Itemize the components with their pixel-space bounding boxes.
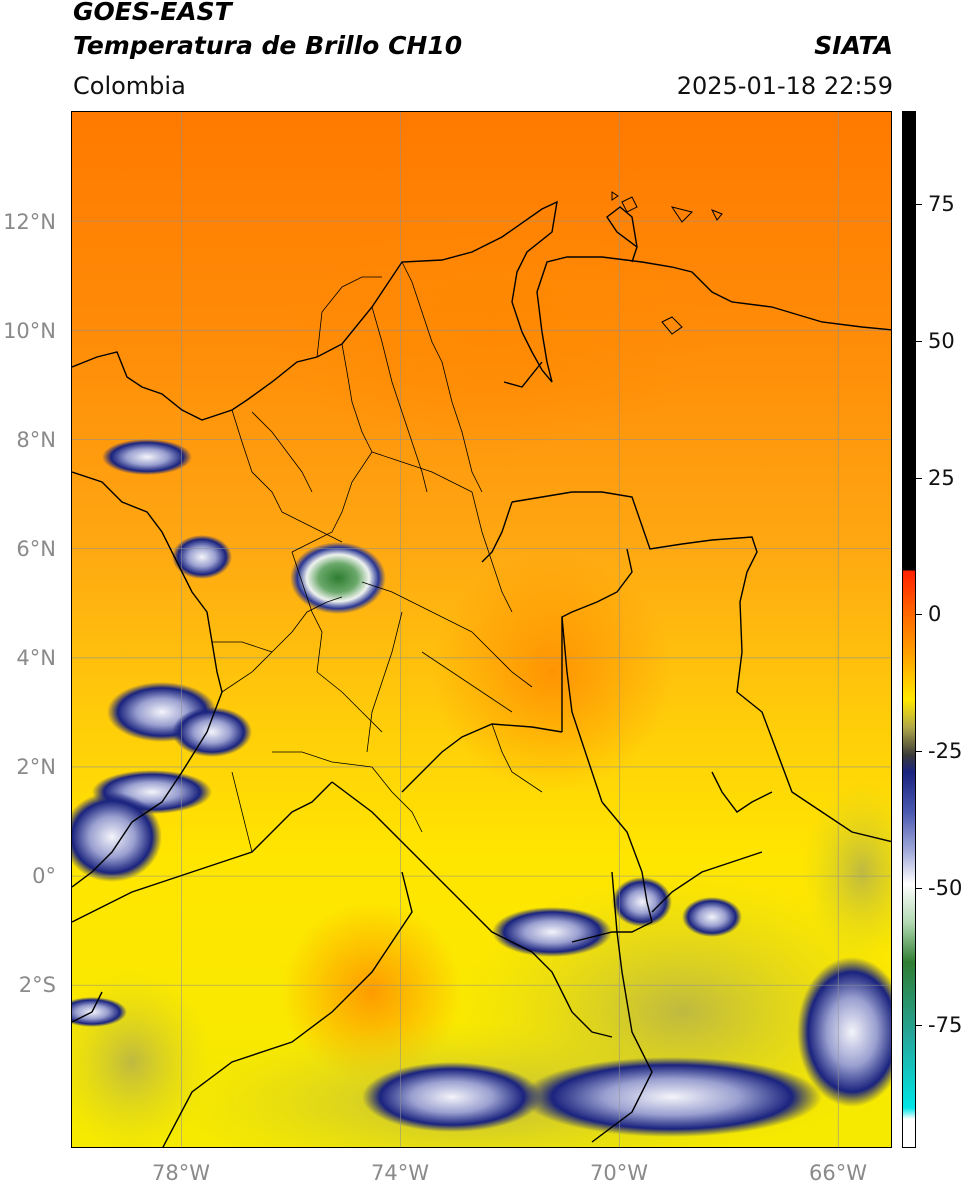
lon-label-74w: 74°W bbox=[371, 1161, 429, 1185]
lat-label-4n: 4°N bbox=[16, 646, 56, 670]
colorbar-label-25: 25 bbox=[928, 466, 955, 490]
product-title: Temperatura de Brillo CH10 bbox=[73, 31, 463, 60]
colorbar-tick-75 bbox=[916, 204, 922, 205]
lat-label-2n: 2°N bbox=[16, 755, 56, 779]
graticule bbox=[72, 112, 891, 1147]
agency-label: SIATA bbox=[814, 31, 893, 60]
colorbar-label-minus-50: -50 bbox=[928, 876, 963, 900]
lat-label-2s: 2°S bbox=[18, 973, 56, 997]
lat-label-6n: 6°N bbox=[16, 537, 56, 561]
lon-label-78w: 78°W bbox=[152, 1161, 210, 1185]
lon-label-70w: 70°W bbox=[590, 1161, 648, 1185]
satellite-map bbox=[71, 111, 892, 1148]
lat-label-12n: 12°N bbox=[3, 210, 56, 234]
colorbar-tick-25 bbox=[916, 478, 922, 479]
convective-core bbox=[290, 542, 386, 614]
region-label: Colombia bbox=[73, 72, 186, 100]
colorbar bbox=[902, 111, 916, 1148]
colorbar-tick-minus-50 bbox=[916, 888, 922, 889]
map-canvas bbox=[72, 112, 891, 1147]
colorbar-label-0: 0 bbox=[928, 602, 942, 626]
datetime-label: 2025-01-18 22:59 bbox=[676, 72, 893, 100]
country-borders bbox=[72, 200, 891, 1147]
colorbar-label-minus-25: -25 bbox=[928, 739, 963, 763]
colorbar-label-75: 75 bbox=[928, 192, 955, 216]
colorbar-tick-minus-75 bbox=[916, 1025, 922, 1026]
department-borders bbox=[212, 261, 543, 853]
satellite-title: GOES-EAST bbox=[73, 0, 232, 26]
lat-label-10n: 10°N bbox=[3, 319, 56, 343]
islands bbox=[611, 191, 723, 335]
colorbar-tick-minus-25 bbox=[916, 751, 922, 752]
cold-cloud-tops bbox=[72, 439, 891, 1137]
colorbar-label-minus-75: -75 bbox=[928, 1013, 963, 1037]
colorbar-tick-0 bbox=[916, 614, 922, 615]
lat-label-0: 0° bbox=[32, 864, 56, 888]
lon-label-66w: 66°W bbox=[809, 1161, 867, 1185]
colorbar-tick-50 bbox=[916, 341, 922, 342]
lat-label-8n: 8°N bbox=[16, 428, 56, 452]
colorbar-label-50: 50 bbox=[928, 329, 955, 353]
